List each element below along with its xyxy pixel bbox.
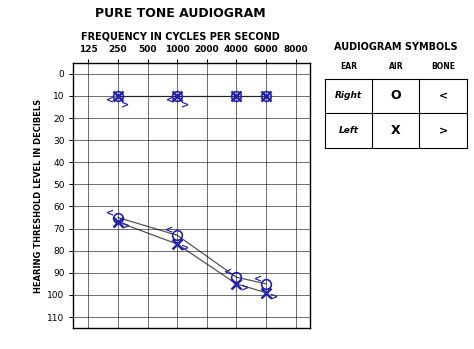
Text: X: X [391,124,401,138]
Y-axis label: HEARING THRESHOLD LEVEL IN DECIBELS: HEARING THRESHOLD LEVEL IN DECIBELS [34,98,43,292]
Text: <: < [165,226,173,236]
Text: AUDIOGRAM SYMBOLS: AUDIOGRAM SYMBOLS [334,42,457,52]
Text: >: > [438,126,448,136]
Text: O: O [391,89,401,103]
Text: <: < [107,95,115,105]
Text: >: > [181,100,189,110]
Text: <: < [166,95,174,105]
Text: >: > [122,221,130,231]
Text: <: < [438,91,448,101]
Text: >: > [241,283,249,293]
Text: PURE TONE AUDIOGRAM: PURE TONE AUDIOGRAM [95,7,265,20]
Text: Left: Left [338,126,358,135]
Text: >: > [182,244,190,253]
Text: AIR: AIR [389,62,403,71]
Text: <: < [254,274,262,284]
Text: BONE: BONE [431,62,455,71]
Text: <: < [224,268,232,278]
Text: Right: Right [335,91,362,101]
Text: >: > [121,100,129,110]
Text: >: > [270,292,278,302]
Text: <: < [106,208,114,218]
Text: EAR: EAR [340,62,357,71]
Text: FREQUENCY IN CYCLES PER SECOND: FREQUENCY IN CYCLES PER SECOND [81,31,280,42]
